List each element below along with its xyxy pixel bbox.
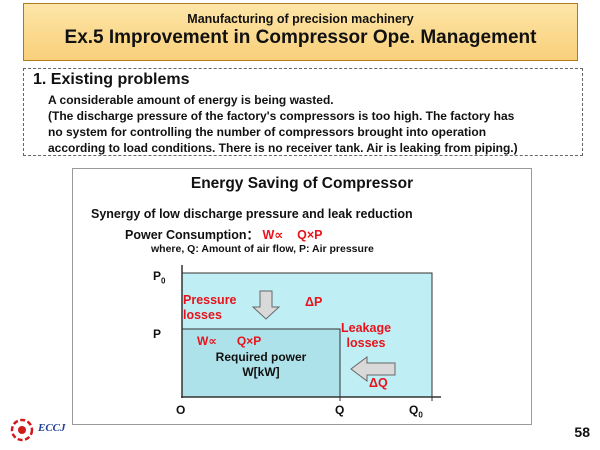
slide-title: Ex.5 Improvement in Compressor Ope. Mana… bbox=[64, 27, 537, 48]
pressure-flow-diagram bbox=[181, 265, 441, 401]
slide-title-box: Manufacturing of precision machinery Ex.… bbox=[23, 3, 578, 61]
pressure-losses-label: Pressure losses bbox=[183, 293, 237, 322]
diagram-title: Energy Saving of Compressor bbox=[190, 175, 414, 192]
where-text: where, Q: Amount of air flow, P: Air pre… bbox=[151, 243, 374, 255]
leakage-losses-label: Leakage losses bbox=[341, 321, 392, 350]
x-label-q: Q bbox=[335, 403, 345, 417]
eccj-logo-icon bbox=[10, 418, 34, 442]
problem-line: no system for controlling the number of … bbox=[48, 125, 487, 139]
y-label-p: P bbox=[153, 327, 162, 341]
x-label-origin: O bbox=[176, 403, 186, 417]
x-label-q0: Q0 bbox=[409, 403, 423, 420]
eccj-logo-text: ECCJ bbox=[38, 422, 66, 434]
problem-line: A considerable amount of energy is being… bbox=[48, 93, 334, 107]
required-power-label: Required power W[kW] bbox=[215, 350, 307, 379]
energy-saving-panel: Energy Saving of Compressor Synergy of l… bbox=[72, 168, 532, 425]
leakage-loss-arrow-icon bbox=[350, 356, 396, 382]
pressure-loss-arrow-icon bbox=[251, 290, 281, 320]
inner-power-formula: W∝ Q×P bbox=[197, 334, 262, 348]
eccj-logo: ECCJ bbox=[10, 414, 90, 446]
existing-problems-box: 1. Existing problems A considerable amou… bbox=[23, 68, 583, 156]
problem-line: according to load conditions. There is n… bbox=[48, 141, 518, 155]
power-formula: W∝ Q×P bbox=[262, 228, 323, 242]
problem-line: (The discharge pressure of the factory's… bbox=[48, 109, 515, 123]
diagram-subtitle: Synergy of low discharge pressure and le… bbox=[91, 207, 413, 221]
power-consumption-label: Power Consumption： bbox=[125, 228, 260, 242]
y-label-p0: P0 bbox=[153, 269, 166, 286]
delta-q-label: ΔQ bbox=[369, 376, 388, 390]
page-number: 58 bbox=[574, 424, 590, 440]
slide-subtitle: Manufacturing of precision machinery bbox=[187, 12, 414, 26]
problems-heading: 1. Existing problems bbox=[33, 71, 190, 88]
delta-p-label: ΔP bbox=[305, 295, 323, 309]
